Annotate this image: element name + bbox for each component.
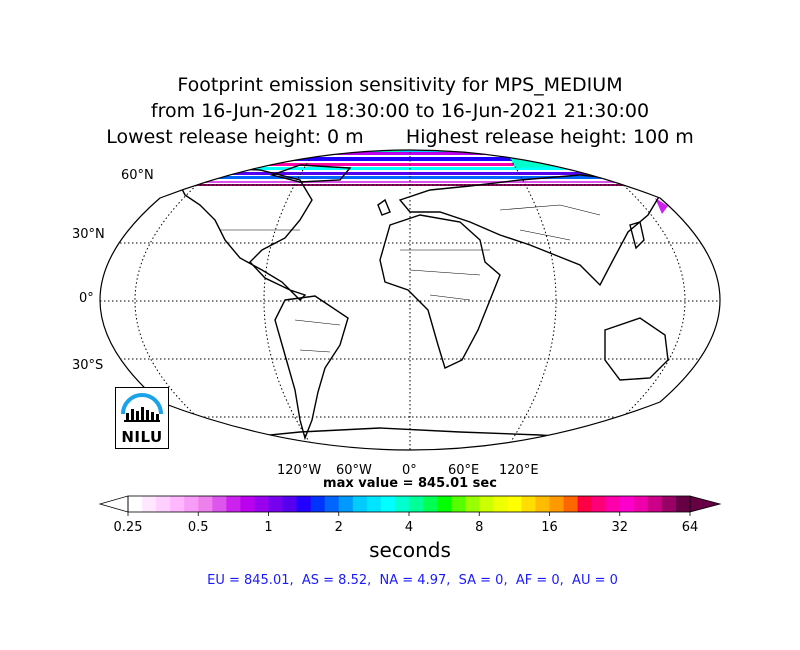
colorbar-cell — [128, 496, 143, 512]
colorbar-cell — [591, 496, 607, 512]
colorbar-cell — [507, 496, 522, 512]
colorbar-tick-label: 1 — [264, 520, 273, 535]
colorbar-cell — [170, 496, 185, 512]
lat-label-30n: 30°N — [72, 227, 105, 242]
colorbar-cell — [240, 496, 255, 512]
colorbar-cell — [661, 496, 677, 512]
sensitivity-band — [160, 181, 660, 183]
sensitivity-band — [100, 150, 720, 152]
colorbar-cell — [647, 496, 663, 512]
colorbar-cell — [394, 496, 410, 512]
colorbar-cell — [675, 496, 691, 512]
nilu-logo-icon — [121, 393, 163, 422]
colorbar-cell — [535, 496, 550, 512]
max-value-label: max value = 845.01 sec — [323, 476, 497, 491]
lon-label-0: 0° — [402, 463, 417, 478]
colorbar-cell — [437, 496, 452, 512]
nilu-logo-text: NILU — [121, 428, 163, 446]
lon-label-60w: 60°W — [336, 463, 372, 478]
colorbar-tick-label: 16 — [541, 520, 558, 535]
sensitivity-spot — [655, 198, 668, 214]
region-summary: EU = 845.01, AS = 8.52, NA = 4.97, SA = … — [207, 573, 618, 588]
globe-outline — [99, 149, 721, 451]
colorbar-cell — [423, 496, 438, 512]
colorbar-cell — [633, 496, 649, 512]
colorbar-cell — [563, 496, 579, 512]
lon-label-60e: 60°E — [448, 463, 480, 478]
coastlines — [173, 164, 669, 450]
colorbar-cell — [184, 496, 199, 512]
title-line-2: from 16-Jun-2021 18:30:00 to 16-Jun-2021… — [150, 100, 650, 122]
lat-label-30s: 30°S — [72, 358, 104, 373]
colorbar-tick-label: 4 — [404, 520, 414, 535]
colorbar-cell — [380, 496, 396, 512]
colorbar-cell — [352, 496, 368, 512]
colorbar-tick-label: 0.25 — [113, 520, 143, 535]
borders — [220, 204, 601, 353]
colorbar-cell — [338, 496, 354, 512]
colorbar-cell — [296, 496, 312, 512]
colorbar-cell — [282, 496, 298, 512]
colorbar-cell — [521, 496, 536, 512]
colorbar-cell — [254, 496, 269, 512]
colorbar-cell — [549, 496, 565, 512]
colorbar-cell — [619, 496, 635, 512]
colorbar-cell — [226, 496, 241, 512]
colorbar-cell — [479, 496, 494, 512]
colorbar-cell — [142, 496, 157, 512]
colorbar-cell — [198, 496, 213, 512]
colorbar-cell — [465, 496, 480, 512]
colorbar-cell — [324, 496, 340, 512]
colorbar-cell — [366, 496, 382, 512]
sensitivity-band — [180, 152, 650, 155]
colorbar-tick-label: 8 — [475, 520, 484, 535]
lon-label-120e: 120°E — [499, 463, 539, 478]
lat-label-equator: 0° — [79, 291, 94, 306]
lon-label-120w: 120°W — [277, 463, 322, 478]
title-line-3: Lowest release height: 0 m Highest relea… — [106, 126, 694, 148]
colorbar-tick-label: 32 — [611, 520, 629, 535]
colorbar-tick-label: 0.5 — [187, 520, 209, 535]
nilu-logo: NILU — [115, 387, 169, 449]
colorbar-cell — [212, 496, 227, 512]
colorbar-cell — [310, 496, 326, 512]
colorbar-cell — [156, 496, 171, 512]
colorbar-cell — [409, 496, 424, 512]
colorbar-cell — [451, 496, 466, 512]
colorbar-cell — [268, 496, 284, 512]
colorbar-min-arrow — [98, 495, 129, 513]
title-line-1: Footprint emission sensitivity for MPS_M… — [177, 74, 623, 96]
colorbar-tick-label: 2 — [334, 520, 343, 535]
colorbar-cell — [493, 496, 508, 512]
lat-label-60n: 60°N — [121, 168, 154, 183]
colorbar-tick-label: 64 — [681, 520, 699, 535]
colorbar-cell — [577, 496, 593, 512]
colorbar-max-arrow — [689, 495, 722, 513]
colorbar-label: seconds — [369, 538, 451, 562]
sensitivity-band — [150, 157, 670, 161]
sensitivity-band — [200, 167, 660, 170]
map-title: Footprint emission sensitivity for MPS_M… — [0, 72, 800, 150]
colorbar-cell — [605, 496, 621, 512]
